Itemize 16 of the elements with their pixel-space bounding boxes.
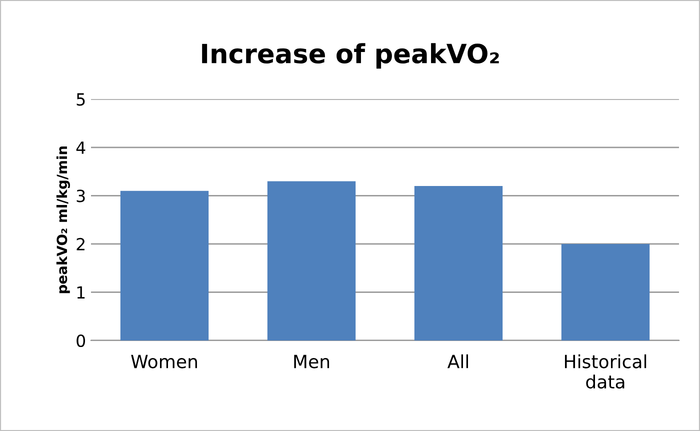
y-axis-title: peakVO₂ ml/kg/min xyxy=(56,146,70,294)
bar xyxy=(414,186,503,340)
bar xyxy=(561,244,650,340)
y-tick-label: 3 xyxy=(76,190,85,202)
y-tick-label: 5 xyxy=(76,93,85,106)
y-tick-label: 2 xyxy=(76,238,84,250)
x-tick-label: Women xyxy=(131,354,197,368)
bar xyxy=(267,181,356,340)
bar xyxy=(120,190,209,340)
x-tick-label: Men xyxy=(294,354,330,368)
y-tick-label: 4 xyxy=(76,142,86,154)
x-tick-label: Historical data xyxy=(564,354,646,389)
chart-title: Increase of peakVO₂ xyxy=(202,43,499,69)
y-tick-label: 1 xyxy=(77,286,85,299)
x-tick-label: All xyxy=(447,354,468,368)
y-tick-label: 0 xyxy=(76,334,86,348)
